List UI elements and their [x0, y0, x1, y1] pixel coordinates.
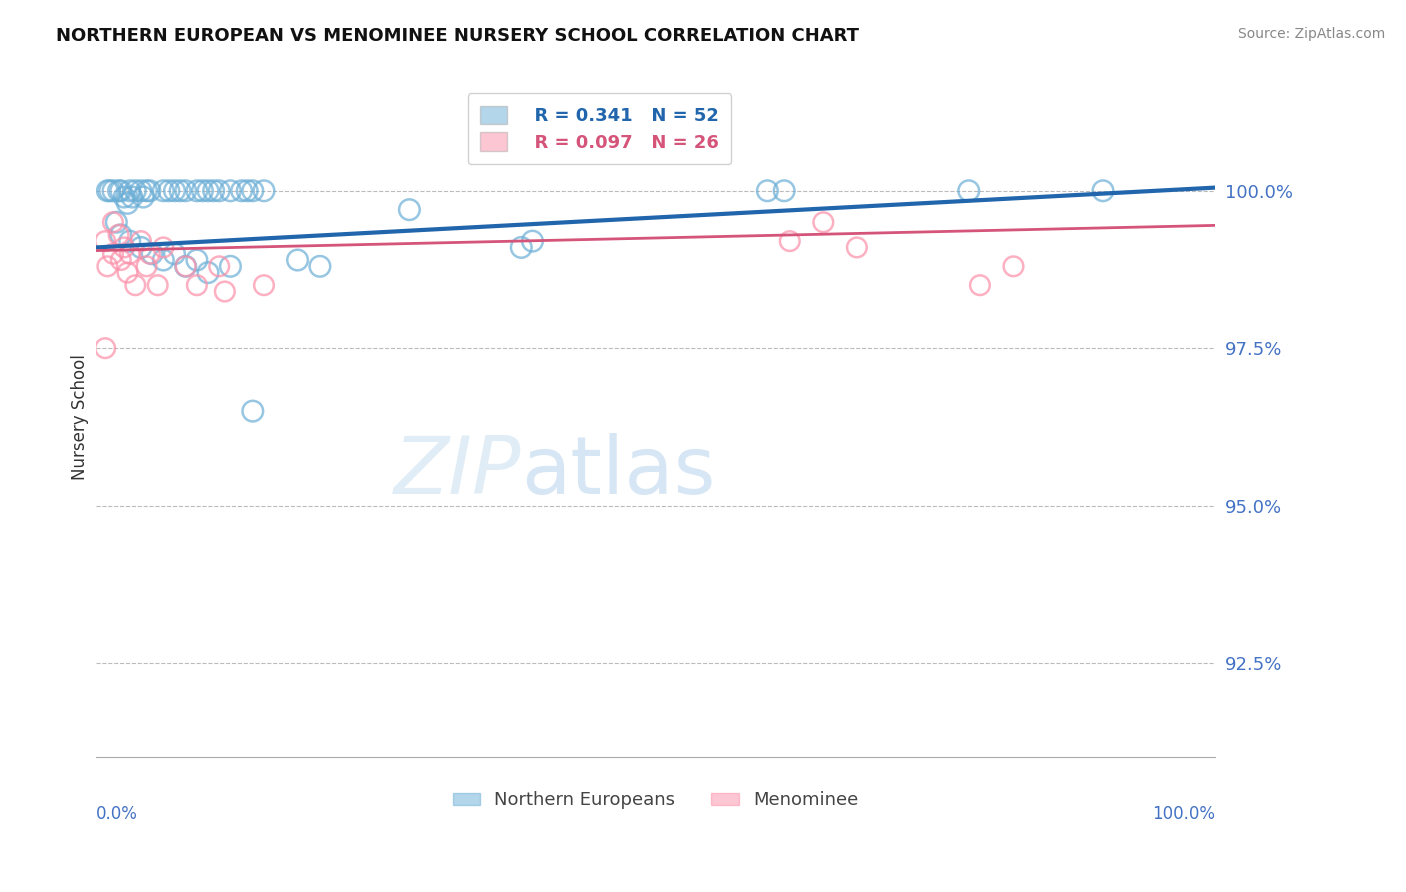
Point	[110, 184, 132, 198]
Point	[139, 184, 162, 198]
Point	[94, 341, 117, 355]
Point	[129, 234, 152, 248]
Point	[163, 246, 186, 260]
Point	[1091, 184, 1114, 198]
Point	[110, 253, 132, 268]
Point	[157, 184, 180, 198]
Point	[845, 240, 868, 254]
Point	[129, 184, 152, 198]
Point	[101, 184, 124, 198]
Point	[242, 404, 264, 418]
Point	[96, 260, 118, 274]
Point	[253, 278, 276, 293]
Point	[141, 246, 163, 260]
Point	[219, 260, 242, 274]
Point	[208, 260, 231, 274]
Point	[118, 184, 141, 198]
Point	[146, 278, 169, 293]
Point	[510, 240, 533, 254]
Point	[522, 234, 544, 248]
Point	[152, 240, 174, 254]
Point	[214, 285, 236, 299]
Point	[98, 184, 121, 198]
Point	[756, 184, 779, 198]
Text: atlas: atlas	[522, 433, 716, 511]
Point	[242, 184, 264, 198]
Point	[107, 184, 129, 198]
Point	[169, 184, 191, 198]
Y-axis label: Nursery School: Nursery School	[72, 354, 89, 481]
Point	[118, 246, 141, 260]
Point	[813, 215, 835, 229]
Point	[202, 184, 225, 198]
Text: ZIP: ZIP	[394, 433, 522, 511]
Point	[152, 253, 174, 268]
Point	[105, 215, 128, 229]
Point	[112, 190, 135, 204]
Point	[779, 234, 801, 248]
Point	[1002, 260, 1025, 274]
Point	[110, 227, 132, 242]
Point	[287, 253, 309, 268]
Point	[969, 278, 991, 293]
Text: 100.0%: 100.0%	[1152, 805, 1215, 823]
Point	[107, 227, 129, 242]
Point	[773, 184, 796, 198]
Point	[94, 234, 117, 248]
Point	[174, 260, 197, 274]
Point	[174, 184, 197, 198]
Point	[186, 253, 208, 268]
Point	[139, 246, 162, 260]
Point	[135, 260, 157, 274]
Point	[112, 240, 135, 254]
Point	[398, 202, 420, 217]
Text: 0.0%: 0.0%	[96, 805, 138, 823]
Point	[253, 184, 276, 198]
Point	[309, 260, 332, 274]
Point	[231, 184, 253, 198]
Point	[117, 196, 139, 211]
Point	[101, 246, 124, 260]
Point	[197, 184, 219, 198]
Point	[117, 266, 139, 280]
Point	[957, 184, 980, 198]
Text: NORTHERN EUROPEAN VS MENOMINEE NURSERY SCHOOL CORRELATION CHART: NORTHERN EUROPEAN VS MENOMINEE NURSERY S…	[56, 27, 859, 45]
Point	[124, 278, 146, 293]
Point	[152, 184, 174, 198]
Text: Source: ZipAtlas.com: Source: ZipAtlas.com	[1237, 27, 1385, 41]
Point	[219, 184, 242, 198]
Point	[186, 278, 208, 293]
Point	[191, 184, 214, 198]
Point	[118, 234, 141, 248]
Point	[135, 184, 157, 198]
Point	[163, 184, 186, 198]
Point	[208, 184, 231, 198]
Point	[96, 184, 118, 198]
Legend: Northern Europeans, Menominee: Northern Europeans, Menominee	[446, 784, 866, 816]
Point	[197, 266, 219, 280]
Point	[121, 190, 143, 204]
Point	[101, 215, 124, 229]
Point	[124, 184, 146, 198]
Point	[132, 190, 155, 204]
Point	[129, 240, 152, 254]
Point	[186, 184, 208, 198]
Point	[236, 184, 259, 198]
Point	[174, 260, 197, 274]
